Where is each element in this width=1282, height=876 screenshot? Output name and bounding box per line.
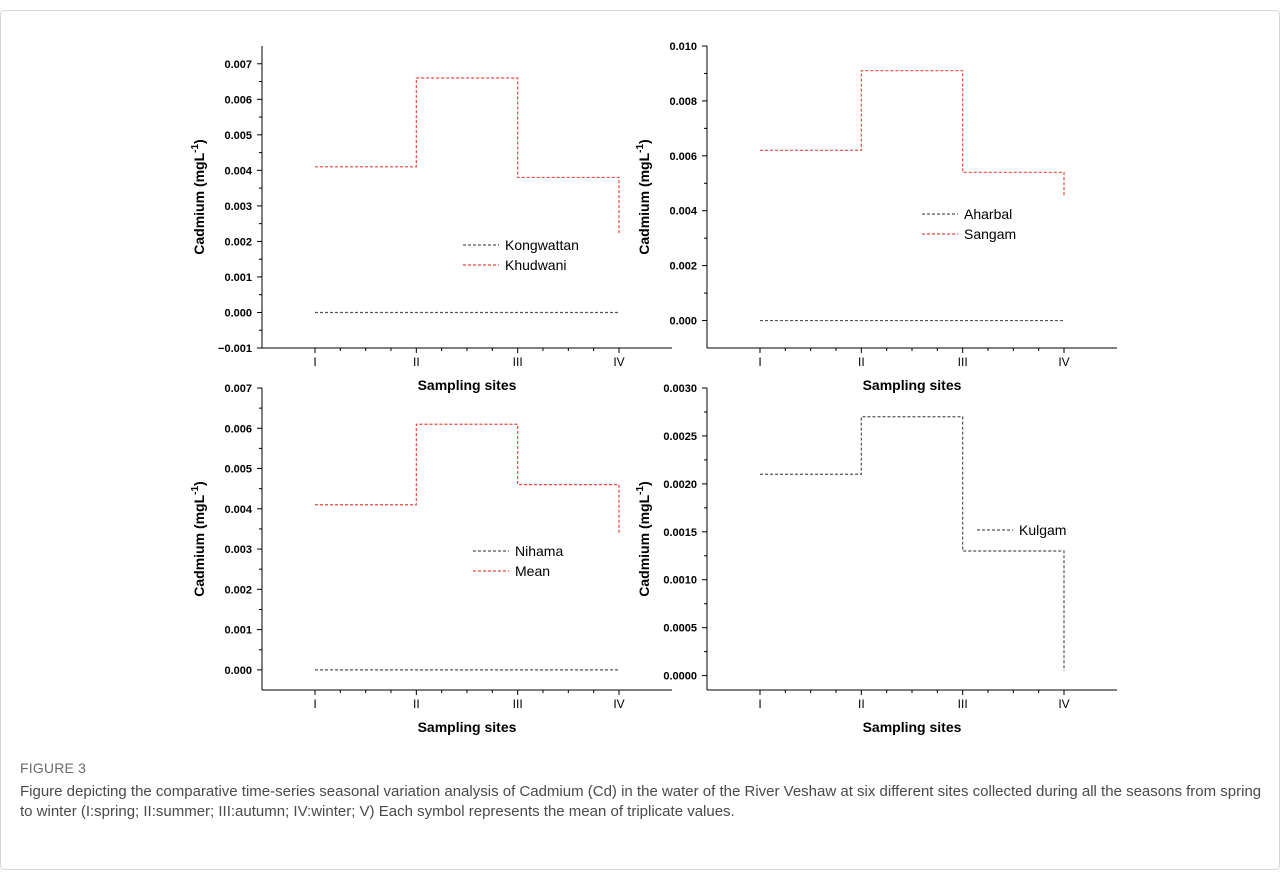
y-tick-label: 0.000 <box>224 307 252 319</box>
y-tick-label: 0.002 <box>224 236 252 248</box>
y-tick-label: 0.003 <box>224 201 252 213</box>
x-tick-label: I <box>313 697 316 711</box>
y-tick-label: 0.002 <box>669 261 697 273</box>
x-tick-label: I <box>758 355 761 369</box>
y-tick-label: 0.001 <box>224 625 252 637</box>
y-tick-label: 0.000 <box>669 316 697 328</box>
series-line-khudwani <box>315 77 620 235</box>
y-tick-label: 0.007 <box>224 383 252 395</box>
y-tick-label: 0.005 <box>224 464 252 476</box>
x-tick-label: II <box>858 355 865 369</box>
legend-label: Aharbal <box>964 206 1012 222</box>
y-tick-label: −0.001 <box>218 343 252 355</box>
chart-panel-3: 0.000 0.001 0.002 0.003 0.004 0.005 0.006 0.007… <box>190 383 672 735</box>
y-tick-label: 0.0015 <box>663 527 697 539</box>
x-tick-label: III <box>958 355 968 369</box>
y-axis-title: Cadmium (mgL-1) <box>635 481 652 596</box>
x-tick-label: IV <box>613 355 624 369</box>
y-tick-label: 0.006 <box>224 423 252 435</box>
y-tick-label: 0.0000 <box>663 671 697 683</box>
figure-caption-text: Figure depicting the comparative time-se… <box>20 783 1262 820</box>
x-tick-label: III <box>958 697 968 711</box>
figure-label: FIGURE 3 <box>20 760 87 776</box>
y-tick-label: 0.0005 <box>663 623 697 635</box>
y-tick-label: 0.001 <box>224 272 252 284</box>
y-tick-label: 0.000 <box>224 665 252 677</box>
y-tick-label: 0.008 <box>669 96 697 108</box>
y-tick-label: 0.007 <box>224 59 252 71</box>
y-tick-label: 0.006 <box>669 151 697 163</box>
x-tick-label: II <box>413 697 420 711</box>
x-tick-label: I <box>313 355 316 369</box>
legend-label: Mean <box>515 563 550 579</box>
figure-frame <box>0 10 1280 870</box>
x-tick-label: IV <box>613 697 624 711</box>
x-tick-label: I <box>758 697 761 711</box>
x-tick-label: IV <box>1058 697 1069 711</box>
x-tick-label: II <box>413 355 420 369</box>
y-tick-label: 0.010 <box>669 41 697 53</box>
y-tick-label: 0.0025 <box>663 431 697 443</box>
y-axis-title: Cadmium (mgL-1) <box>635 139 652 254</box>
legend-label: Khudwani <box>505 257 567 273</box>
x-tick-label: III <box>513 355 523 369</box>
chart-panel-1: −0.001 0.000 0.001 0.002 0.003 0.004 0.005 0.00… <box>190 46 672 393</box>
x-axis-title: Sampling sites <box>863 377 962 393</box>
chart-panel-4: 0.0000 0.0005 0.0010 0.0015 0.0020 0.0025 0.00… <box>635 383 1117 735</box>
x-tick-label: III <box>513 697 523 711</box>
series-line-kulgam <box>760 416 1065 671</box>
series-line-mean <box>315 423 620 533</box>
y-axis-title: Cadmium (mgL-1) <box>190 481 207 596</box>
figure-caption: FIGURE 3 Figure depicting the comparativ… <box>20 760 1270 822</box>
legend-label: Sangam <box>964 226 1016 242</box>
y-tick-label: 0.004 <box>224 165 252 177</box>
y-tick-label: 0.006 <box>224 94 252 106</box>
x-tick-label: IV <box>1058 355 1069 369</box>
y-tick-label: 0.002 <box>224 584 252 596</box>
legend-label: Kongwattan <box>505 237 579 253</box>
y-axis-title: Cadmium (mgL-1) <box>190 139 207 254</box>
y-tick-label: 0.0030 <box>663 383 697 395</box>
legend-label: Kulgam <box>1019 522 1066 538</box>
y-tick-label: 0.005 <box>224 130 252 142</box>
x-axis-title: Sampling sites <box>418 719 517 735</box>
y-tick-label: 0.004 <box>224 504 252 516</box>
y-tick-label: 0.0020 <box>663 479 697 491</box>
y-tick-label: 0.004 <box>669 206 697 218</box>
x-tick-label: II <box>858 697 865 711</box>
y-tick-label: 0.003 <box>224 544 252 556</box>
y-tick-label: 0.0010 <box>663 575 697 587</box>
x-axis-title: Sampling sites <box>863 719 962 735</box>
series-line-sangam <box>760 70 1065 197</box>
figure-charts: −0.0010.0000.0010.0020.0030.0040.0050.00… <box>190 41 1117 735</box>
x-axis-title: Sampling sites <box>418 377 517 393</box>
legend-label: Nihama <box>515 543 563 559</box>
